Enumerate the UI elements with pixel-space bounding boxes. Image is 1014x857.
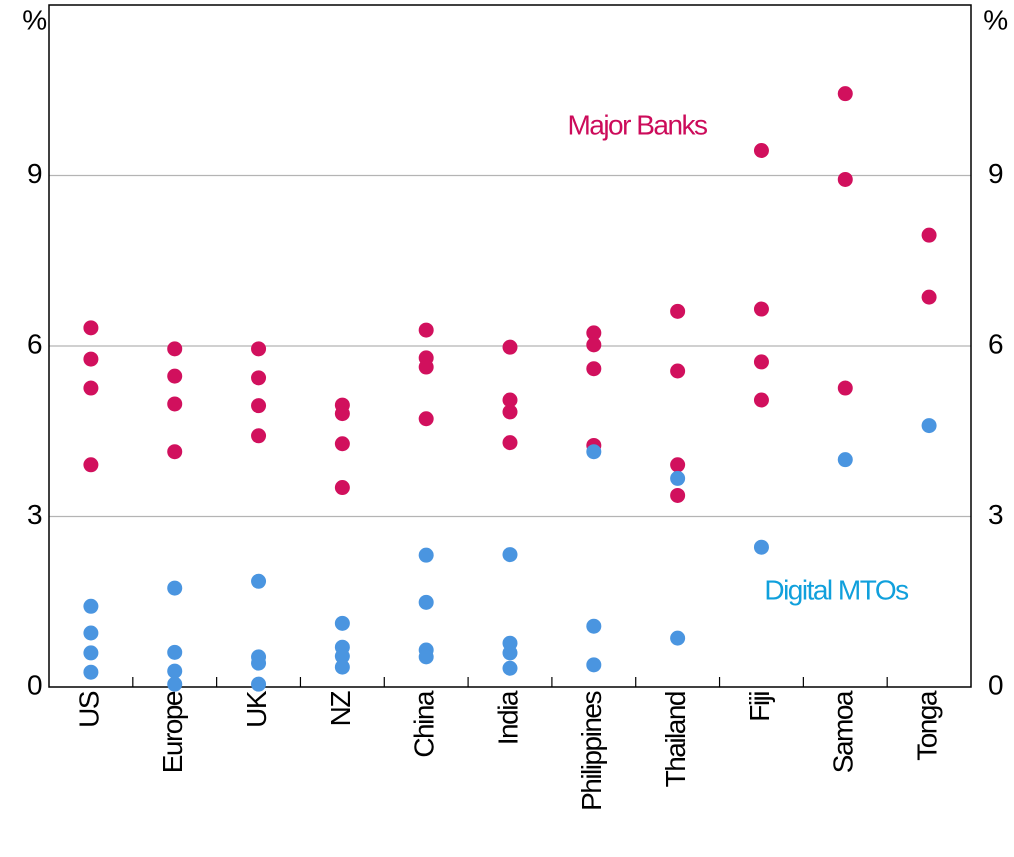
dot [586,657,602,673]
dot [502,660,518,676]
x-tick-label: UK [241,690,272,728]
dot [83,320,99,336]
series-label: Major Banks [567,109,707,140]
dot [837,86,853,102]
y-tick-label: 9 [27,158,42,189]
dot [418,359,434,375]
dot [753,354,769,370]
dot [167,663,183,679]
dot [251,676,267,692]
dot [251,398,267,414]
dot [753,142,769,158]
dot [167,676,183,692]
dot [502,392,518,408]
dot [83,664,99,680]
dot [167,341,183,357]
dot [753,392,769,408]
x-tick-label: Samoa [828,690,859,773]
dot [251,370,267,386]
dot [502,435,518,451]
dot [670,470,686,486]
dot [837,380,853,396]
dot [83,598,99,614]
dot [586,325,602,341]
dot [334,648,350,664]
y-tick-label: 6 [27,328,42,359]
dot [502,547,518,563]
dot [921,289,937,305]
y-tick-label-right: 0 [988,669,1003,700]
dot [921,227,937,243]
dot [670,303,686,319]
dot [586,444,602,460]
dot [753,301,769,317]
x-tick-label: Philippines [576,692,607,811]
dot [167,396,183,412]
dot [83,351,99,367]
dot [586,337,602,353]
x-tick-label: Tonga [911,690,942,761]
series-label: Digital MTOs [764,574,908,605]
dot [670,630,686,646]
dot [586,618,602,634]
dot [502,339,518,355]
x-tick-label: Thailand [660,692,691,787]
x-tick-label: Fiji [744,692,775,722]
dot [334,659,350,675]
dot [251,341,267,357]
dot [837,452,853,468]
x-tick-label: US [73,691,104,728]
x-tick-label: China [409,690,440,758]
plot-frame [48,4,972,688]
dot [670,487,686,503]
dot [418,649,434,665]
dot [251,655,267,671]
dot [418,594,434,610]
dot [251,573,267,589]
dot [418,411,434,427]
dot [83,380,99,396]
dot [251,428,267,444]
y-tick-label-right: 9 [988,158,1003,189]
dot [167,368,183,384]
dot [167,444,183,460]
dot [83,625,99,641]
dot [502,404,518,420]
dot [586,361,602,377]
dot [921,418,937,434]
dot [334,480,350,496]
dot [670,363,686,379]
dot [334,436,350,452]
y-tick-label-right: 3 [988,499,1003,530]
y-tick-label: 3 [27,499,42,530]
y-unit-left: % [22,4,46,35]
dot [837,171,853,187]
dot [753,539,769,555]
dot [167,580,183,596]
dot [418,547,434,563]
x-tick-label: NZ [325,691,356,727]
y-tick-label: 0 [27,669,42,700]
dot [167,644,183,660]
y-tick-label-right: 6 [988,328,1003,359]
dot [418,322,434,338]
dot [83,457,99,473]
dot [670,457,686,473]
x-tick-label: Europe [157,691,188,773]
y-unit-right: % [983,4,1007,35]
dot [83,645,99,661]
x-tick-label: India [492,690,523,745]
dot [502,645,518,661]
dot [334,615,350,631]
dot [334,406,350,422]
